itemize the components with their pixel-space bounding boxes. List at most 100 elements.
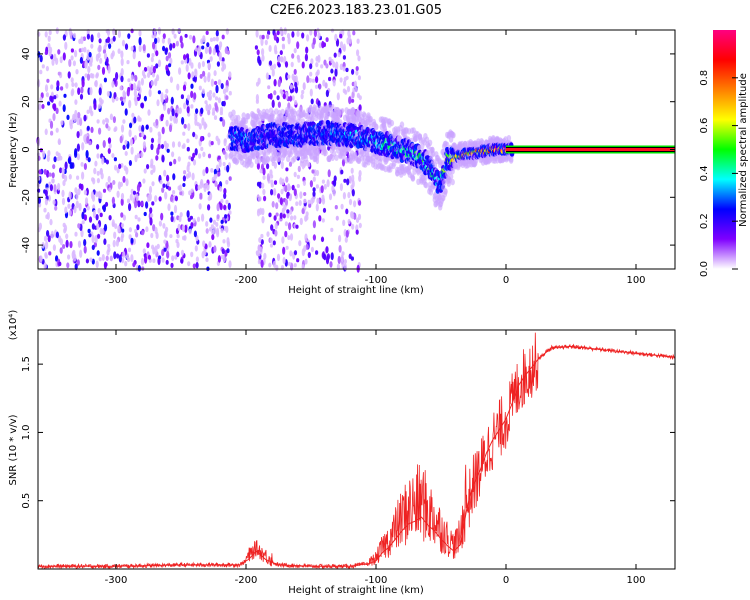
noise-speck (213, 168, 217, 175)
noise-speck (166, 250, 170, 259)
noise-speck (273, 32, 277, 41)
noise-speck (314, 84, 319, 89)
noise-speck (128, 160, 132, 166)
signal-halo (362, 112, 367, 119)
noise-speck (77, 111, 81, 119)
signal-halo (334, 154, 339, 161)
signal-halo (280, 108, 285, 116)
noise-speck (289, 209, 293, 215)
noise-speck (208, 103, 212, 111)
noise-speck (44, 254, 48, 259)
noise-speck (47, 35, 51, 42)
noise-speck (192, 263, 196, 269)
y-tick-label: 0.5 (21, 493, 32, 509)
noise-speck (340, 260, 344, 266)
noise-speck (321, 179, 325, 184)
noise-speck (44, 198, 49, 206)
signal-halo (506, 135, 512, 142)
noise-speck (94, 160, 98, 167)
noise-speck (78, 202, 82, 212)
noise-speck (329, 261, 333, 268)
noise-speck (123, 92, 127, 97)
signal-halo (303, 155, 309, 162)
noise-speck (86, 205, 90, 211)
noise-speck (302, 180, 306, 187)
noise-speck (79, 56, 83, 64)
noise-speck (284, 91, 289, 101)
noise-speck (165, 55, 169, 62)
noise-speck (262, 188, 266, 196)
noise-speck (266, 33, 270, 40)
noise-speck (79, 93, 84, 100)
noise-speck (341, 158, 346, 167)
noise-speck (279, 197, 283, 206)
noise-speck (223, 192, 227, 199)
noise-speck (217, 171, 221, 177)
noise-speck (147, 72, 151, 78)
noise-speck (336, 263, 340, 270)
noise-speck (277, 193, 281, 199)
noise-speck (160, 92, 164, 101)
noise-speck (200, 107, 204, 115)
signal-halo (309, 152, 314, 160)
noise-speck (194, 118, 198, 126)
noise-speck (357, 55, 361, 62)
noise-speck (190, 90, 194, 99)
noise-speck (276, 30, 280, 36)
noise-speck (226, 164, 230, 173)
noise-speck (197, 45, 202, 53)
noise-speck (133, 135, 137, 141)
noise-speck (86, 136, 90, 144)
noise-speck (107, 243, 111, 248)
noise-speck (138, 125, 142, 132)
noise-speck (124, 108, 128, 116)
noise-speck (87, 66, 91, 74)
noise-speck (339, 63, 343, 71)
noise-speck (180, 258, 184, 264)
noise-speck (137, 115, 141, 122)
noise-speck (260, 233, 264, 239)
noise-speck (172, 190, 176, 195)
noise-speck (309, 63, 313, 70)
noise-speck (266, 231, 270, 238)
noise-speck (166, 181, 170, 187)
noise-speck (165, 259, 169, 265)
noise-speck (97, 207, 101, 214)
noise-speck (163, 239, 167, 244)
signal-halo (264, 108, 270, 116)
noise-speck (76, 119, 80, 126)
noise-speck (296, 54, 300, 60)
noise-speck (140, 257, 145, 266)
noise-speck (328, 56, 332, 62)
noise-speck (65, 239, 69, 248)
noise-speck (263, 195, 267, 202)
noise-speck (315, 62, 319, 68)
noise-speck (219, 117, 223, 122)
noise-speck (295, 224, 299, 229)
noise-speck (280, 56, 284, 63)
noise-speck (53, 103, 57, 112)
noise-speck (74, 49, 78, 58)
noise-speck (289, 95, 293, 102)
noise-speck (296, 41, 300, 49)
spectrogram-x-ticks: -300 -200 -100 0 100 (105, 30, 646, 286)
spectrogram-signal (228, 104, 515, 211)
noise-speck (88, 140, 92, 146)
noise-speck (325, 256, 330, 265)
noise-speck (107, 148, 111, 154)
noise-speck (130, 46, 134, 51)
signal-halo (292, 110, 298, 118)
noise-speck (169, 115, 173, 122)
noise-speck (345, 67, 349, 73)
noise-speck (43, 207, 47, 213)
noise-speck (64, 161, 68, 170)
noise-speck (111, 153, 115, 159)
noise-speck (325, 246, 329, 254)
noise-speck (151, 181, 155, 187)
signal-halo (410, 174, 416, 181)
noise-speck (81, 211, 85, 220)
noise-speck (213, 245, 217, 253)
noise-speck (160, 212, 164, 221)
noise-speck (161, 126, 165, 135)
noise-speck (60, 86, 64, 91)
